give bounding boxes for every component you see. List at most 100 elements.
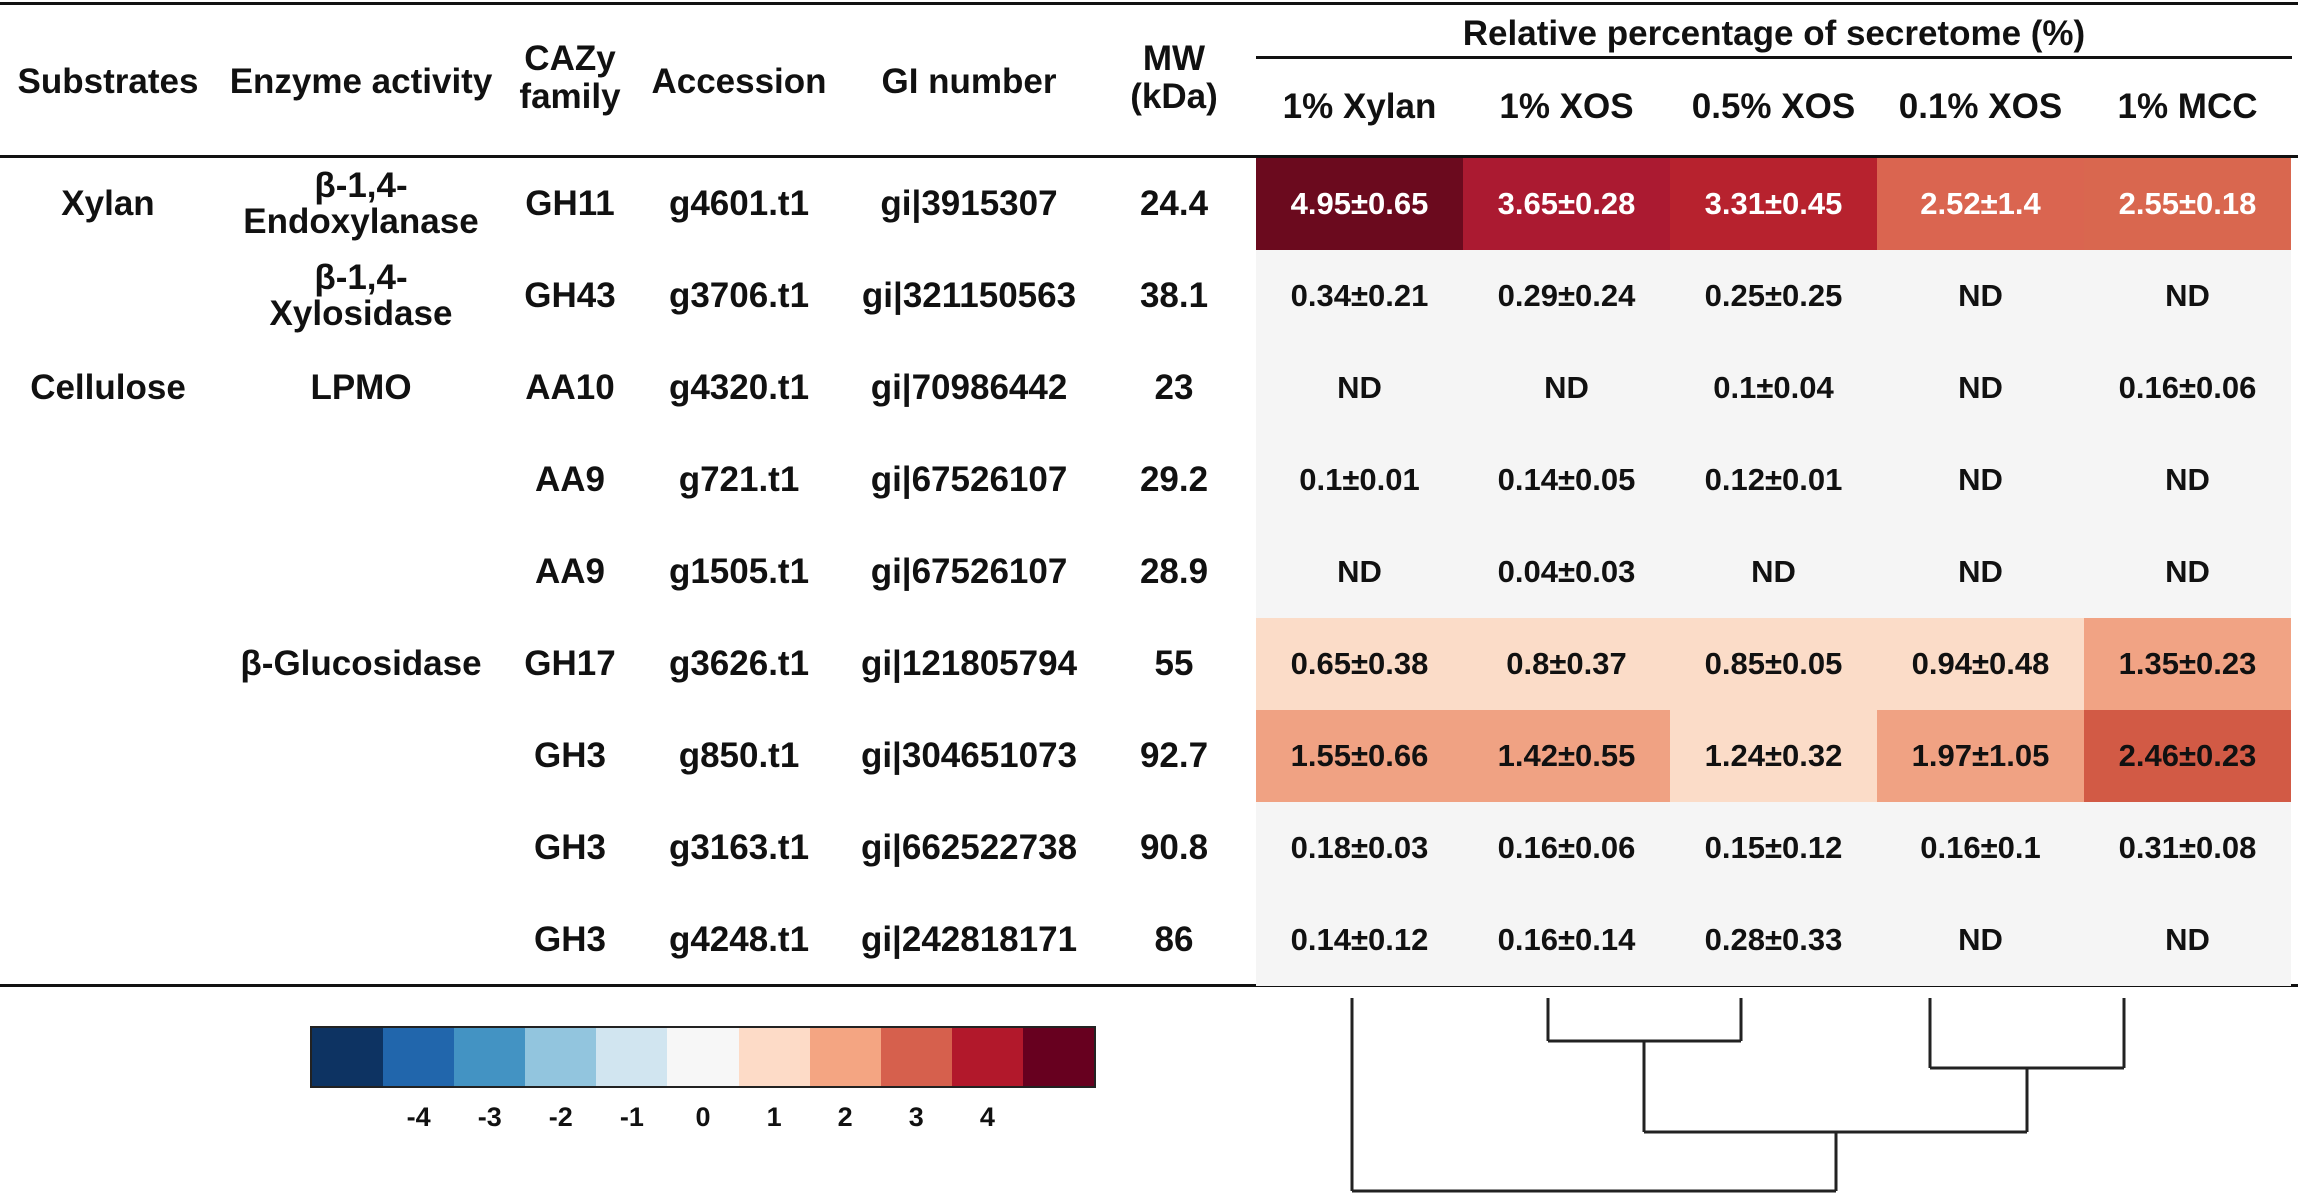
bottom-rule (0, 984, 2298, 987)
cell-gi-number: gi|242818171 (860, 920, 1078, 959)
heatmap-cell: 0.85±0.05 (1670, 618, 1877, 710)
heatmap-cell: 1.42±0.55 (1463, 710, 1670, 802)
cell-gi-number: gi|67526107 (870, 552, 1068, 591)
top-rule (0, 2, 2298, 5)
heatmap-cell: 0.04±0.03 (1463, 526, 1670, 618)
cell-enzyme-activity: β-1,4- Xylosidase (269, 258, 453, 333)
heatmap-cell: 0.34±0.21 (1256, 250, 1463, 342)
colorbar-tick-label: 1 (766, 1102, 782, 1132)
cell-cazy-family: AA9 (534, 460, 606, 499)
cell-mw: 23 (1154, 368, 1194, 407)
cell-enzyme-activity: LPMO (310, 368, 412, 407)
header-condition: 1% XOS (1499, 87, 1634, 126)
colorbar-tick-label: -1 (619, 1102, 644, 1132)
cell-enzyme-activity: β-Glucosidase (240, 644, 482, 683)
cell-gi-number: gi|662522738 (860, 828, 1078, 867)
cell-substrate: Cellulose (30, 368, 186, 407)
colorbar-swatch (525, 1028, 597, 1086)
colorbar-tick-label: 3 (908, 1102, 924, 1132)
header-cazy-line2: family (519, 77, 621, 116)
cell-accession: g4601.t1 (668, 184, 810, 223)
colorbar-tick-label: -2 (548, 1102, 573, 1132)
cell-cazy-family: GH3 (534, 828, 606, 867)
cell-substrate (0, 434, 216, 526)
colorbar-swatch (596, 1028, 668, 1086)
header-rule (0, 155, 2298, 158)
cell-enzyme-activity (216, 710, 506, 802)
cell-gi-number: gi|67526107 (870, 460, 1068, 499)
heatmap-cell: 0.12±0.01 (1670, 434, 1877, 526)
colorbar-swatch (667, 1028, 740, 1086)
colorbar-swatch (312, 1028, 384, 1086)
cell-mw: 28.9 (1139, 552, 1209, 591)
cell-accession: g3626.t1 (668, 644, 810, 683)
cell-substrate (0, 250, 216, 342)
cell-gi-number: gi|321150563 (861, 276, 1077, 315)
cell-mw: 90.8 (1139, 828, 1209, 867)
heatmap-cell: ND (1463, 342, 1670, 434)
cell-cazy-family: GH43 (524, 276, 616, 315)
heatmap-cell: 3.65±0.28 (1463, 158, 1670, 250)
colorbar-swatch (809, 1028, 882, 1086)
heatmap-cell: 2.46±0.23 (2084, 710, 2291, 802)
heatmap-cell: 0.14±0.05 (1463, 434, 1670, 526)
heatmap-cell: 0.16±0.14 (1463, 894, 1670, 986)
heatmap-cell: 0.14±0.12 (1256, 894, 1463, 986)
heatmap-cell: 0.16±0.06 (2084, 342, 2291, 434)
heatmap-cell: ND (2084, 894, 2291, 986)
header-condition: 1% MCC (2117, 87, 2258, 126)
heatmap-cell: 0.1±0.01 (1256, 434, 1463, 526)
cell-accession: g3706.t1 (668, 276, 810, 315)
header-accession: Accession (651, 62, 827, 101)
colorbar-tick-label: 0 (695, 1102, 711, 1132)
heatmap-cell: 0.16±0.06 (1463, 802, 1670, 894)
cell-accession: g4248.t1 (668, 920, 810, 959)
heatmap-cell: 0.16±0.1 (1877, 802, 2084, 894)
cell-substrate (0, 802, 216, 894)
header-condition: 0.5% XOS (1691, 87, 1856, 126)
cell-enzyme-activity: β-1,4- Endoxylanase (243, 166, 479, 241)
heatmap-cell: 2.52±1.4 (1877, 158, 2084, 250)
heatmap-cell: 0.1±0.04 (1670, 342, 1877, 434)
header-enzyme-activity: Enzyme activity (229, 62, 493, 101)
heatmap-cell: 0.28±0.33 (1670, 894, 1877, 986)
colorbar-swatch (454, 1028, 526, 1086)
heatmap-cell: ND (1256, 526, 1463, 618)
heatmap-cell: 0.94±0.48 (1877, 618, 2084, 710)
cell-cazy-family: AA9 (534, 552, 606, 591)
colorbar-swatch (1022, 1028, 1095, 1086)
cell-accession: g721.t1 (678, 460, 800, 499)
dendro-branch-xos-pair (1546, 998, 1743, 1043)
cell-substrate (0, 894, 216, 986)
heatmap-cell: 0.65±0.38 (1256, 618, 1463, 710)
cell-gi-number: gi|70986442 (870, 368, 1068, 407)
heatmap-cell: 0.15±0.12 (1670, 802, 1877, 894)
cell-cazy-family: GH3 (534, 920, 606, 959)
cell-accession: g850.t1 (678, 736, 800, 775)
colorbar-swatch (383, 1028, 455, 1086)
cell-substrate: Xylan (61, 184, 155, 223)
cell-accession: g1505.t1 (668, 552, 810, 591)
heatmap-cell: 0.8±0.37 (1463, 618, 1670, 710)
cell-enzyme-activity (216, 434, 506, 526)
heatmap-cell: ND (1877, 434, 2084, 526)
heatmap-cell: ND (1256, 342, 1463, 434)
cell-substrate (0, 618, 216, 710)
cell-cazy-family: GH17 (524, 644, 616, 683)
cell-gi-number: gi|121805794 (860, 644, 1078, 683)
cell-accession: g4320.t1 (668, 368, 810, 407)
colorbar-swatch (738, 1028, 811, 1086)
header-condition: 0.1% XOS (1898, 87, 2063, 126)
cell-mw: 92.7 (1139, 736, 1209, 775)
column-dendrogram (1350, 998, 2126, 1193)
colorbar-swatch (951, 1028, 1024, 1086)
colorbar-tick-label: 2 (837, 1102, 853, 1132)
heatmap-cell: ND (2084, 526, 2291, 618)
heatmap-cell: ND (2084, 434, 2291, 526)
cell-mw: 38.1 (1139, 276, 1209, 315)
cell-accession: g3163.t1 (668, 828, 810, 867)
heatmap-cell: 0.29±0.24 (1463, 250, 1670, 342)
cell-gi-number: gi|304651073 (860, 736, 1078, 775)
cell-substrate (0, 710, 216, 802)
heatmap-cell: ND (2084, 250, 2291, 342)
